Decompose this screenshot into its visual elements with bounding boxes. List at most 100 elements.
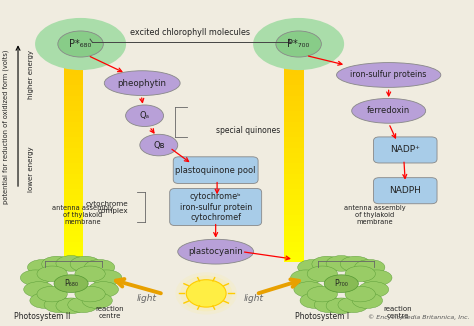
Polygon shape — [284, 195, 304, 200]
Ellipse shape — [126, 105, 164, 126]
Text: plastocyanin: plastocyanin — [188, 247, 243, 256]
Polygon shape — [284, 148, 304, 153]
Ellipse shape — [345, 266, 375, 282]
Polygon shape — [284, 132, 304, 137]
Polygon shape — [64, 137, 83, 142]
Text: plastoquinone pool: plastoquinone pool — [175, 166, 256, 175]
Polygon shape — [284, 179, 304, 184]
Ellipse shape — [300, 293, 330, 308]
Polygon shape — [284, 252, 304, 257]
Ellipse shape — [324, 275, 358, 292]
Text: antenna assembly
of thylakoid
membrane: antenna assembly of thylakoid membrane — [344, 205, 405, 225]
Polygon shape — [284, 96, 304, 101]
Text: Qʙ: Qʙ — [153, 141, 164, 150]
Polygon shape — [284, 242, 304, 247]
Text: potential for reduction of oxidized form (volts): potential for reduction of oxidized form… — [3, 50, 9, 204]
Polygon shape — [64, 80, 83, 85]
Polygon shape — [64, 226, 83, 231]
Polygon shape — [284, 153, 304, 158]
Polygon shape — [284, 236, 304, 242]
Ellipse shape — [24, 282, 54, 297]
Polygon shape — [284, 231, 304, 236]
Polygon shape — [64, 236, 83, 242]
Text: NADPH: NADPH — [389, 186, 421, 195]
Polygon shape — [64, 127, 83, 132]
Ellipse shape — [291, 270, 321, 286]
Polygon shape — [64, 257, 83, 262]
Ellipse shape — [340, 256, 371, 272]
Polygon shape — [64, 205, 83, 210]
Polygon shape — [64, 215, 83, 221]
Text: P₆₈₀: P₆₈₀ — [64, 279, 78, 288]
Text: Qₐ: Qₐ — [139, 111, 150, 120]
Polygon shape — [284, 210, 304, 215]
Text: Photosystem II: Photosystem II — [15, 312, 71, 321]
Ellipse shape — [358, 282, 389, 297]
Polygon shape — [64, 96, 83, 101]
Ellipse shape — [276, 31, 321, 57]
Polygon shape — [284, 221, 304, 226]
Polygon shape — [64, 111, 83, 116]
Ellipse shape — [54, 275, 88, 292]
Ellipse shape — [352, 293, 383, 308]
Text: higher energy: higher energy — [28, 51, 34, 99]
Ellipse shape — [352, 98, 426, 123]
Text: P*₇₀₀: P*₇₀₀ — [287, 39, 310, 49]
Polygon shape — [59, 39, 88, 54]
Polygon shape — [284, 80, 304, 85]
Ellipse shape — [104, 71, 180, 96]
Ellipse shape — [312, 256, 342, 272]
Ellipse shape — [294, 282, 324, 297]
Polygon shape — [64, 101, 83, 106]
Text: NADP⁺: NADP⁺ — [390, 145, 420, 155]
Polygon shape — [284, 111, 304, 116]
Ellipse shape — [178, 239, 254, 264]
Polygon shape — [64, 163, 83, 169]
Ellipse shape — [44, 297, 74, 313]
Ellipse shape — [140, 134, 178, 156]
Polygon shape — [284, 106, 304, 111]
Text: P*₆₈₀: P*₆₈₀ — [69, 39, 92, 49]
Polygon shape — [64, 106, 83, 111]
FancyBboxPatch shape — [170, 188, 262, 226]
Ellipse shape — [345, 286, 375, 302]
Text: iron-sulfur proteins: iron-sulfur proteins — [350, 70, 427, 80]
Polygon shape — [64, 174, 83, 179]
Ellipse shape — [88, 282, 118, 297]
Polygon shape — [64, 64, 83, 69]
Polygon shape — [64, 59, 83, 64]
Ellipse shape — [298, 259, 328, 275]
Polygon shape — [64, 116, 83, 122]
Polygon shape — [284, 184, 304, 189]
Ellipse shape — [326, 298, 356, 314]
Polygon shape — [64, 210, 83, 215]
Ellipse shape — [37, 286, 67, 302]
Polygon shape — [64, 184, 83, 189]
Polygon shape — [284, 247, 304, 252]
Polygon shape — [284, 116, 304, 122]
Polygon shape — [64, 75, 83, 80]
Polygon shape — [284, 158, 304, 163]
Ellipse shape — [337, 63, 441, 87]
FancyBboxPatch shape — [374, 178, 437, 204]
Text: pheophytin: pheophytin — [118, 79, 167, 88]
Text: P₇₀₀: P₇₀₀ — [334, 279, 348, 288]
Text: ferredoxin: ferredoxin — [367, 106, 410, 115]
Ellipse shape — [37, 266, 67, 282]
Ellipse shape — [175, 272, 237, 315]
FancyBboxPatch shape — [374, 137, 437, 163]
Polygon shape — [64, 221, 83, 226]
Polygon shape — [284, 90, 304, 96]
Ellipse shape — [253, 18, 344, 70]
Polygon shape — [279, 39, 309, 54]
Polygon shape — [284, 226, 304, 231]
Polygon shape — [64, 142, 83, 148]
Polygon shape — [64, 247, 83, 252]
Ellipse shape — [262, 23, 335, 65]
Polygon shape — [284, 142, 304, 148]
Ellipse shape — [70, 256, 100, 272]
Ellipse shape — [44, 23, 117, 65]
Polygon shape — [64, 231, 83, 236]
Text: © Encyclopædia Britannica, Inc.: © Encyclopædia Britannica, Inc. — [368, 315, 469, 320]
Polygon shape — [64, 153, 83, 158]
